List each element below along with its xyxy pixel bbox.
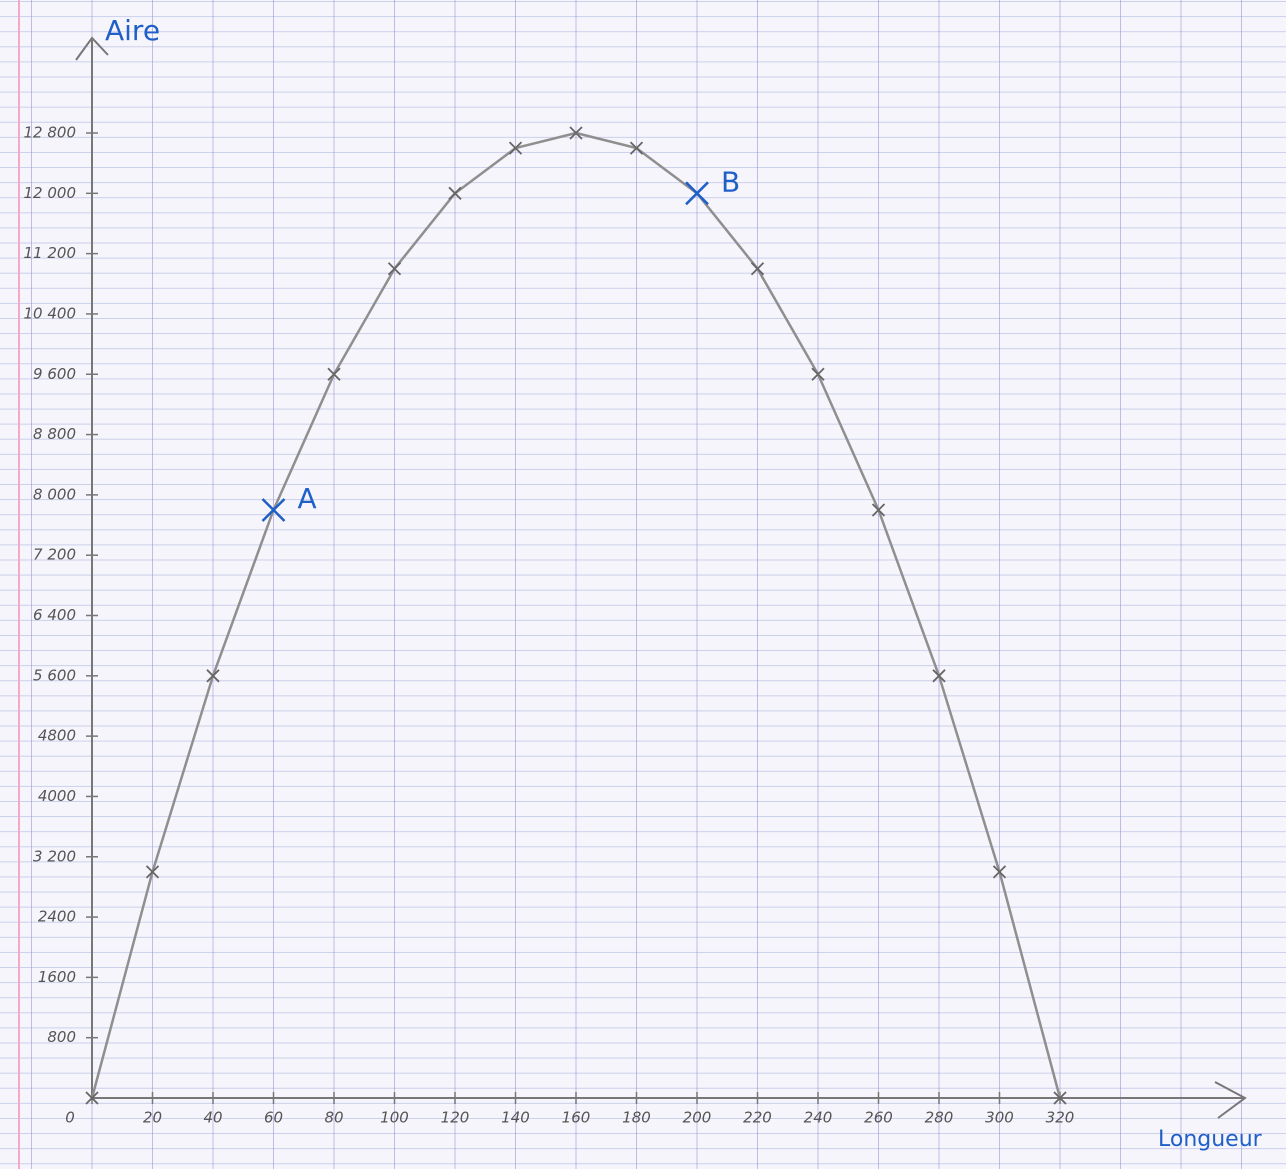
x-tick-label: 60 bbox=[264, 1109, 283, 1127]
x-tick-label: 100 bbox=[380, 1109, 409, 1127]
y-tick-label: 4800 bbox=[38, 727, 76, 745]
x-tick-label: 320 bbox=[1046, 1109, 1075, 1127]
point-marker bbox=[389, 263, 401, 275]
y-tick-label: 12 000 bbox=[24, 184, 77, 202]
point-label: A bbox=[298, 482, 317, 515]
x-axis-label: Longueur bbox=[1158, 1127, 1263, 1152]
point-marker bbox=[873, 504, 885, 516]
y-tick-label: 2400 bbox=[38, 908, 76, 926]
x-tick-label: 180 bbox=[622, 1109, 651, 1127]
x-tick-label: 40 bbox=[203, 1109, 222, 1127]
y-tick-label: 10 400 bbox=[24, 304, 77, 322]
highlight-point bbox=[686, 182, 708, 204]
x-tick-label: 200 bbox=[683, 1109, 712, 1127]
y-tick-label: 11 200 bbox=[24, 244, 77, 262]
x-tick-label: 220 bbox=[743, 1109, 772, 1127]
y-tick-label: 5 600 bbox=[33, 666, 76, 684]
y-tick-label: 6 400 bbox=[33, 606, 76, 624]
x-tick-label: 280 bbox=[925, 1109, 954, 1127]
y-tick-label: 12 800 bbox=[24, 124, 77, 142]
y-tick-label: 8 000 bbox=[33, 485, 76, 503]
x-tick-label: 120 bbox=[441, 1109, 470, 1127]
page: Aire Longueur 800160024003 200400048005 … bbox=[0, 0, 1286, 1169]
point-label: B bbox=[721, 165, 740, 198]
point-marker bbox=[752, 263, 764, 275]
x-axis-arrow bbox=[1215, 1082, 1245, 1118]
point-marker bbox=[449, 187, 461, 199]
x-tick-label: 160 bbox=[562, 1109, 591, 1127]
x-tick-label: 140 bbox=[501, 1109, 530, 1127]
point-marker bbox=[812, 368, 824, 380]
x-tick-label: 80 bbox=[324, 1109, 343, 1127]
curve bbox=[92, 133, 1060, 1098]
y-tick-label: 800 bbox=[47, 1028, 76, 1046]
y-tick-label: 3 200 bbox=[33, 847, 76, 865]
y-axis-label: Aire bbox=[105, 14, 160, 47]
y-tick-label: 8 800 bbox=[33, 425, 76, 443]
point-marker bbox=[328, 368, 340, 380]
x-tick-label: 0 bbox=[65, 1109, 75, 1127]
highlight-point bbox=[263, 499, 285, 521]
x-tick-label: 260 bbox=[864, 1109, 893, 1127]
x-tick-label: 300 bbox=[985, 1109, 1014, 1127]
y-tick-label: 9 600 bbox=[33, 365, 76, 383]
x-tick-label: 240 bbox=[804, 1109, 833, 1127]
chart: Aire Longueur 800160024003 200400048005 … bbox=[0, 0, 1286, 1169]
y-tick-label: 1600 bbox=[38, 968, 76, 986]
x-tick-label: 20 bbox=[143, 1109, 162, 1127]
y-tick-label: 7 200 bbox=[33, 546, 76, 564]
y-tick-label: 4000 bbox=[38, 787, 76, 805]
